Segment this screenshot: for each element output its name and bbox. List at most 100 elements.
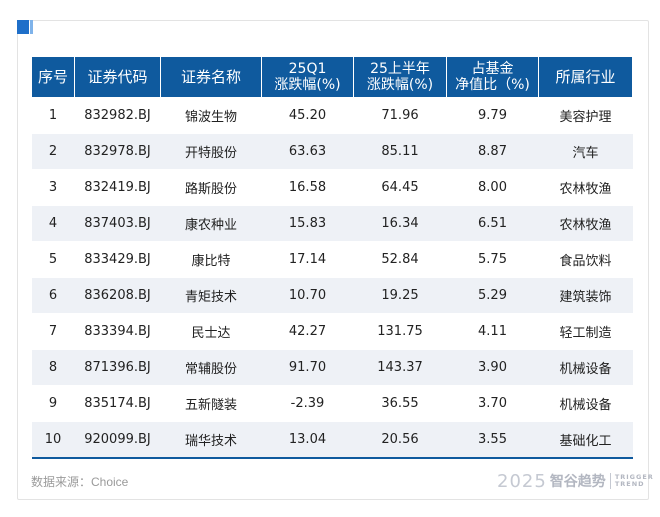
table-cell: 1 [31,97,75,134]
table-cell: 143.37 [353,349,447,386]
table-cell: 2 [31,133,75,170]
table-cell: 871396.BJ [74,349,161,386]
table-cell: 63.63 [261,133,354,170]
logo-brand: 智谷趋势 [549,474,606,490]
column-header-line: 25Q1 [288,61,327,77]
table-cell: 建筑装饰 [538,277,633,314]
column-header: 序号 [31,57,75,98]
table-cell: -2.39 [261,385,354,422]
table-cell: 835174.BJ [74,385,161,422]
table-cell: 16.58 [261,169,354,206]
logo-english-line1: TRIGGER [614,473,654,481]
data-source-note: 数据来源：Choice [31,475,129,489]
column-header-line: 净值比（%) [455,77,530,93]
table-cell: 13.04 [261,421,354,459]
column-header-line: 占基金 [471,61,514,77]
table-cell: 食品饮料 [538,241,633,278]
table-cell: 52.84 [353,241,447,278]
table-cell: 锦波生物 [160,97,262,134]
table-row: 8 871396.BJ 常辅股份 91.70 143.37 3.90 机械设备 [31,349,633,386]
table-cell: 6 [31,277,75,314]
table-cell: 42.27 [261,313,354,350]
table-cell: 19.25 [353,277,447,314]
table-cell: 832419.BJ [74,169,161,206]
column-header-line: 证券代码 [87,68,148,86]
table-row: 7 833394.BJ 民士达 42.27 131.75 4.11 轻工制造 [31,313,633,350]
table-cell: 8.00 [446,169,539,206]
column-header: 所属行业 [538,57,633,98]
table-cell: 美容护理 [538,97,633,134]
table-cell: 7 [31,313,75,350]
table-cell: 832982.BJ [74,97,161,134]
table-cell: 青矩技术 [160,277,262,314]
table-row: 6 836208.BJ 青矩技术 10.70 19.25 5.29 建筑装饰 [31,277,633,314]
table-cell: 10.70 [261,277,354,314]
table-cell: 91.70 [261,349,354,386]
column-header-line: 25上半年 [370,61,430,77]
table-cell: 17.14 [261,241,354,278]
table-cell: 10 [31,421,75,459]
table-cell: 3.90 [446,349,539,386]
table-cell: 开特股份 [160,133,262,170]
column-header-line: 涨跌幅(%) [274,77,341,93]
table-cell: 85.11 [353,133,447,170]
column-header: 25上半年 涨跌幅(%) [353,57,447,98]
column-header: 证券名称 [160,57,262,98]
table-row: 4 837403.BJ 康农种业 15.83 16.34 6.51 农林牧渔 [31,205,633,242]
table-cell: 轻工制造 [538,313,633,350]
table-cell: 36.55 [353,385,447,422]
table-row: 2 832978.BJ 开特股份 63.63 85.11 8.87 汽车 [31,133,633,170]
table-row: 1 832982.BJ 锦波生物 45.20 71.96 9.79 美容护理 [31,97,633,134]
logo-year: 2025 [497,470,547,492]
table-cell: 汽车 [538,133,633,170]
table-cell: 71.96 [353,97,447,134]
table-cell: 路斯股份 [160,169,262,206]
table-body: 1 832982.BJ 锦波生物 45.20 71.96 9.79 美容护理 2 832978.… [31,97,633,459]
table-header-row: 序号 证券代码 证券名称 25Q1 涨跌幅(%) 25上半年 涨跌幅(%) 占基金 净值比（%)… [31,57,633,98]
table-cell: 4.11 [446,313,539,350]
table-cell: 9 [31,385,75,422]
column-header: 25Q1 涨跌幅(%) [261,57,354,98]
table-cell: 3.70 [446,385,539,422]
logo-english: TRIGGER TREND [615,474,654,488]
table-cell: 8.87 [446,133,539,170]
column-header-line: 涨跌幅(%) [366,77,434,93]
table-cell: 8 [31,349,75,386]
table-cell: 20.56 [353,421,447,459]
table-cell: 五新隧装 [160,385,262,422]
table-cell: 瑞华技术 [160,421,262,459]
table-cell: 45.20 [261,97,354,134]
table-cell: 4 [31,205,75,242]
column-header-line: 所属行业 [555,68,616,86]
table-cell: 康比特 [160,241,262,278]
table-cell: 3.55 [446,421,539,459]
column-header: 证券代码 [74,57,161,98]
table-cell: 920099.BJ [74,421,161,459]
table-cell: 6.51 [446,205,539,242]
table-cell: 833429.BJ [74,241,161,278]
table-row: 10 920099.BJ 瑞华技术 13.04 20.56 3.55 基础化工 [31,421,633,459]
corner-accent-mark [17,20,35,34]
logo-english-line2: TREND [614,480,645,488]
table-cell: 832978.BJ [74,133,161,170]
table-cell: 64.45 [353,169,447,206]
table-row: 9 835174.BJ 五新隧装 -2.39 36.55 3.70 机械设备 [31,385,633,422]
column-header: 占基金 净值比（%) [446,57,539,98]
table-row: 3 832419.BJ 路斯股份 16.58 64.45 8.00 农林牧渔 [31,169,633,206]
table-row: 5 833429.BJ 康比特 17.14 52.84 5.75 食品饮料 [31,241,633,278]
table-cell: 836208.BJ [74,277,161,314]
table-cell: 常辅股份 [160,349,262,386]
table-cell: 15.83 [261,205,354,242]
table-cell: 机械设备 [538,349,633,386]
column-header-line: 证券名称 [180,68,241,86]
table-header: 序号 证券代码 证券名称 25Q1 涨跌幅(%) 25上半年 涨跌幅(%) 占基金 净值比（%)… [31,57,633,98]
table-cell: 16.34 [353,205,447,242]
column-header-line: 序号 [37,68,68,86]
table-cell: 3 [31,169,75,206]
table-cell: 民士达 [160,313,262,350]
table-cell: 农林牧渔 [538,205,633,242]
logo-divider [609,473,611,489]
table-cell: 农林牧渔 [538,169,633,206]
table-cell: 131.75 [353,313,447,350]
table-cell: 837403.BJ [74,205,161,242]
